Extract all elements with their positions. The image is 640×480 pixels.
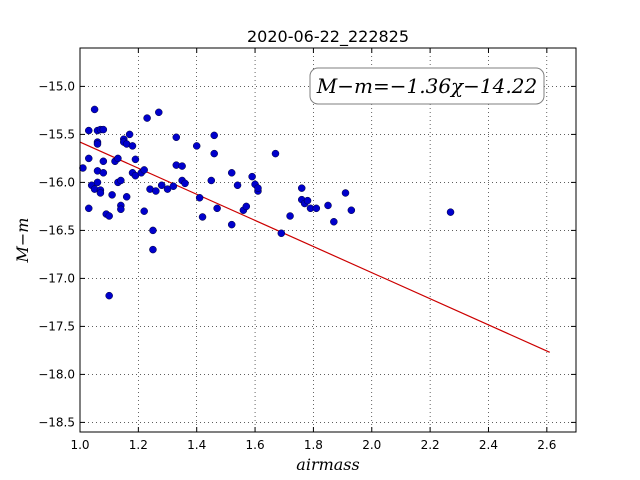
- data-point: [172, 133, 181, 142]
- data-points: [79, 105, 455, 300]
- data-point: [79, 164, 87, 172]
- data-point: [198, 213, 207, 221]
- data-point: [157, 181, 166, 190]
- x-tick-label: 1.6: [246, 438, 265, 452]
- data-point: [286, 212, 294, 220]
- data-point: [99, 169, 108, 177]
- y-tick-label: −18.0: [38, 367, 75, 381]
- data-point: [105, 212, 113, 220]
- data-point: [242, 202, 251, 211]
- data-point: [347, 206, 356, 214]
- x-tick-label: 1.2: [129, 438, 148, 452]
- data-point: [210, 149, 218, 158]
- x-tick-label: 2.0: [362, 438, 381, 452]
- x-tick-label: 2.6: [537, 438, 556, 452]
- data-point: [108, 191, 116, 199]
- data-point: [85, 154, 93, 163]
- data-point: [178, 162, 186, 170]
- data-point: [341, 189, 350, 197]
- plot-area: [80, 48, 576, 432]
- y-axis-label: M−m: [13, 218, 32, 264]
- data-point: [207, 176, 216, 185]
- grid: [79, 48, 576, 432]
- chart-title: 2020-06-22_222825: [247, 27, 409, 47]
- fit-line-layer: [79, 141, 550, 353]
- data-point: [99, 157, 108, 166]
- plot-frame: [79, 47, 577, 433]
- data-point: [210, 131, 218, 140]
- fit-line: [79, 141, 550, 353]
- data-point: [125, 130, 134, 139]
- data-point: [152, 187, 160, 195]
- data-point: [248, 172, 256, 181]
- data-point: [140, 207, 148, 215]
- data-point: [128, 142, 137, 150]
- y-tick-label: −15.0: [38, 79, 75, 93]
- data-point: [195, 194, 204, 202]
- y-tick-label: −17.0: [38, 271, 75, 285]
- data-point: [131, 155, 140, 164]
- y-tick-label: −16.0: [38, 175, 75, 189]
- x-tick-label: 2.4: [479, 438, 498, 452]
- data-point: [213, 204, 221, 213]
- y-tick-label: −16.5: [38, 223, 75, 237]
- data-point: [181, 179, 189, 188]
- data-point: [312, 204, 321, 213]
- x-ticks: 1.0 1.2 1.4 1.6 1.8 2.0 2.2 2.4 2.6: [70, 48, 556, 452]
- data-point: [330, 218, 338, 226]
- data-point: [99, 125, 108, 134]
- data-point: [114, 154, 122, 163]
- data-point: [117, 176, 125, 185]
- data-point: [233, 181, 242, 190]
- data-point: [297, 184, 306, 192]
- data-point: [85, 126, 93, 135]
- data-point: [93, 178, 102, 187]
- data-point: [93, 140, 102, 148]
- fit-equation-box: M−m=−1.36χ−14.22: [309, 67, 545, 105]
- x-tick-label: 1.0: [70, 438, 89, 452]
- data-point: [446, 208, 455, 216]
- x-tick-label: 2.2: [421, 438, 440, 452]
- data-point: [96, 189, 105, 197]
- data-point: [155, 108, 163, 117]
- fit-equation: M−m=−1.36χ−14.22: [316, 74, 537, 98]
- data-point: [105, 291, 113, 300]
- data-point: [303, 196, 312, 205]
- data-point: [227, 169, 236, 177]
- x-tick-label: 1.4: [187, 438, 206, 452]
- data-point: [90, 105, 99, 114]
- y-tick-label: −15.5: [38, 127, 75, 141]
- data-point: [227, 220, 236, 229]
- data-point: [85, 204, 93, 213]
- data-point: [192, 142, 201, 150]
- data-point: [277, 229, 286, 238]
- data-point: [254, 184, 262, 192]
- y-ticks: −15.0 −15.5 −16.0 −16.5 −17.0 −17.5 −18.0 −18.5: [38, 79, 576, 429]
- x-tick-label: 1.8: [304, 438, 323, 452]
- data-point: [271, 149, 280, 158]
- data-point: [140, 166, 148, 174]
- data-point: [324, 201, 332, 210]
- data-point: [117, 205, 125, 214]
- data-point: [143, 114, 151, 122]
- data-point: [122, 193, 131, 201]
- x-axis-label: airmass: [296, 455, 359, 474]
- data-point: [149, 226, 157, 235]
- data-point: [169, 182, 178, 190]
- annotation-box: [309, 67, 545, 105]
- y-tick-label: −17.5: [38, 319, 75, 333]
- data-point: [149, 245, 157, 254]
- y-tick-label: −18.5: [38, 415, 75, 429]
